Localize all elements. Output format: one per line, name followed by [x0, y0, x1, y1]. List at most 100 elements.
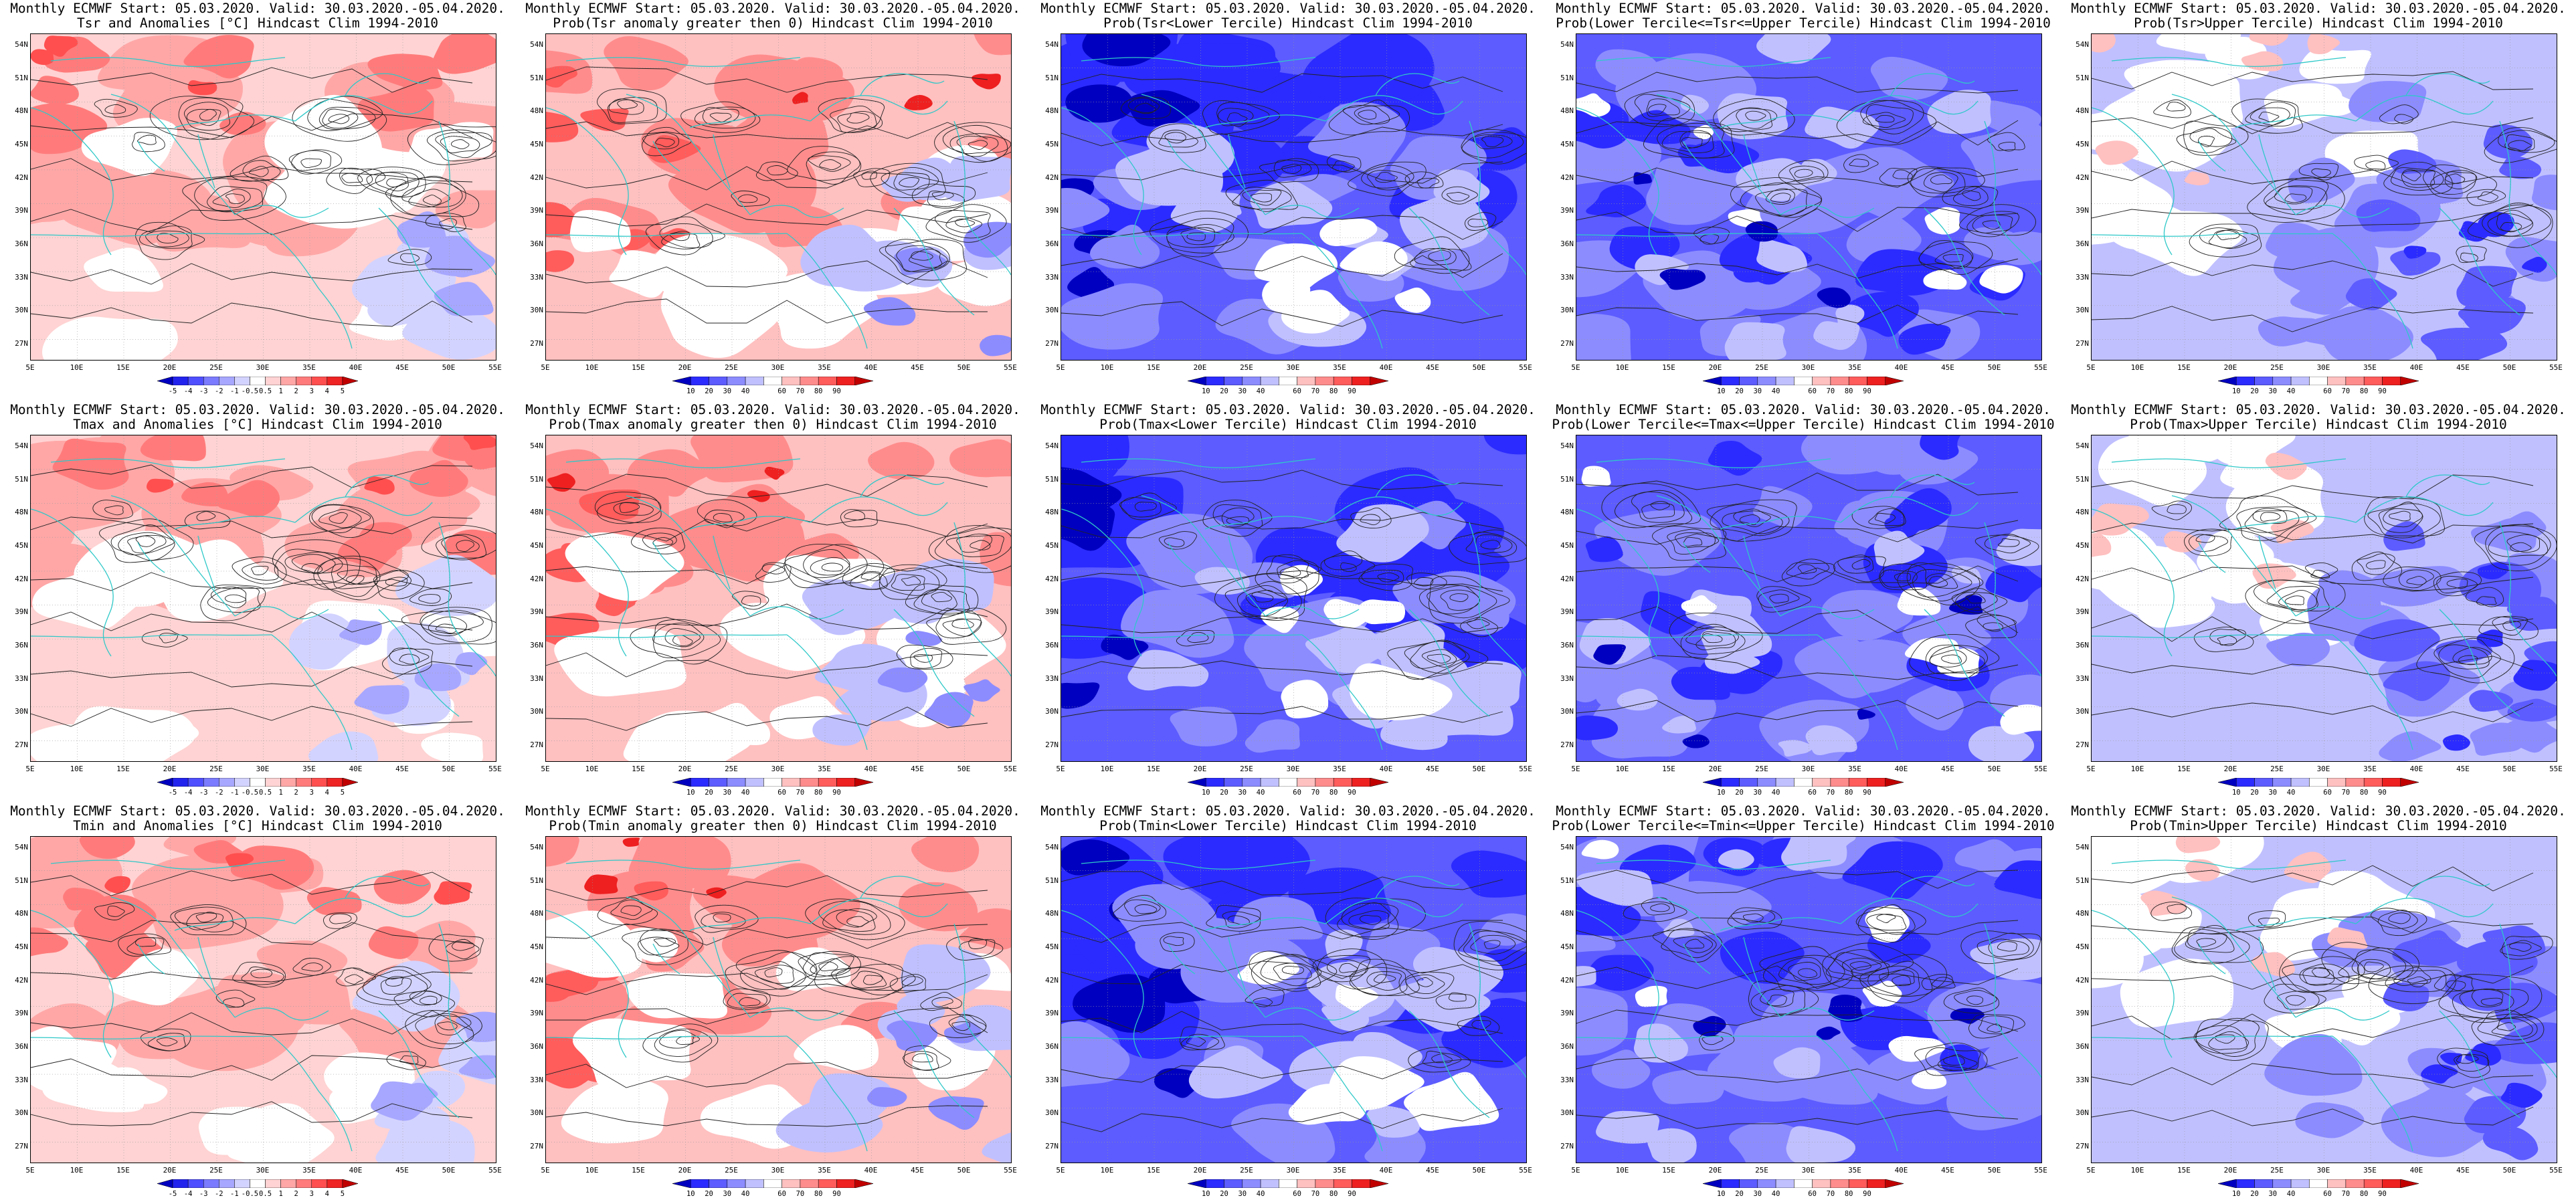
latitude-label: 39N: [530, 1009, 543, 1018]
longitude-label: 50E: [2502, 363, 2516, 372]
panel-header: Monthly ECMWF Start: 05.03.2020. Valid: …: [1040, 402, 1536, 417]
colorbar-label: 60: [777, 387, 786, 395]
forecast-map: [1061, 435, 1527, 762]
longitude-label: 25E: [209, 765, 223, 773]
map-canvas: [1061, 837, 1526, 1163]
longitude-label: 25E: [1240, 765, 1253, 773]
longitude-label: 15E: [632, 1166, 645, 1175]
latitude-label: 36N: [2076, 641, 2089, 649]
longitude-label: 20E: [1708, 765, 1722, 773]
latitude-label: 54N: [1560, 843, 1574, 851]
colorbar-label: 30: [723, 789, 732, 797]
colorbar-label: -2: [214, 1190, 223, 1198]
forecast-map: [545, 836, 1012, 1163]
map-panel: Monthly ECMWF Start: 05.03.2020. Valid: …: [1030, 401, 1546, 803]
forecast-map: [545, 435, 1012, 762]
longitude-label: 45E: [2456, 1166, 2470, 1175]
colorbar-label: 60: [2323, 789, 2332, 797]
map-canvas: [2092, 435, 2557, 761]
colorbar-label: 5: [340, 789, 345, 797]
panel-subtitle: Prob(Tmin>Upper Tercile) Hindcast Clim 1…: [2130, 818, 2507, 833]
latitude-label: 39N: [1560, 206, 1574, 215]
latitude-label: 51N: [1045, 876, 1059, 885]
latitude-label: 42N: [1045, 975, 1059, 985]
latitude-label: 42N: [530, 574, 543, 583]
colorbar-label: 20: [1735, 1190, 1744, 1198]
map-panel: Monthly ECMWF Start: 05.03.2020. Valid: …: [515, 803, 1030, 1204]
latitude-label: 39N: [15, 1009, 28, 1018]
forecast-map: [1061, 836, 1527, 1163]
panel-subtitle: Prob(Lower Tercile<=Tmax<=Upper Tercile)…: [1552, 417, 2055, 432]
colorbar-label: 10: [2231, 1190, 2241, 1198]
latitude-label: 45N: [15, 942, 28, 951]
longitude-label: 10E: [585, 363, 599, 372]
latitude-label: 54N: [2076, 40, 2089, 49]
longitude-label: 5E: [2086, 363, 2096, 372]
latitude-label: 27N: [2076, 740, 2089, 749]
latitude-label: 33N: [15, 1075, 28, 1084]
latitude-label: 39N: [15, 206, 28, 215]
latitude-label: 42N: [2076, 574, 2089, 583]
latitude-label: 36N: [15, 1042, 28, 1051]
latitude-label: 30N: [1045, 306, 1059, 315]
longitude-label: 5E: [541, 765, 550, 773]
longitude-label: 50E: [442, 363, 456, 372]
colorbar-label: -0.5: [241, 789, 259, 797]
longitude-label: 30E: [2316, 765, 2330, 773]
map-panel: Monthly ECMWF Start: 05.03.2020. Valid: …: [2061, 0, 2576, 401]
latitude-label: 36N: [530, 1042, 543, 1051]
map-canvas: [546, 435, 1011, 761]
longitude-label: 35E: [2363, 363, 2377, 372]
forecast-map: [2091, 836, 2557, 1163]
colorbar-label: 70: [2341, 387, 2351, 395]
map-panel: Monthly ECMWF Start: 05.03.2020. Valid: …: [1030, 803, 1546, 1204]
colorbar-label: 90: [1348, 387, 1356, 395]
longitude-label: 5E: [1571, 363, 1580, 372]
forecast-map: [2091, 435, 2557, 762]
colorbar-label: 40: [741, 789, 750, 797]
map-canvas: [1061, 34, 1526, 360]
latitude-label: 45N: [1045, 942, 1059, 951]
colorbar-label: 10: [2231, 387, 2241, 395]
longitude-label: 15E: [1662, 765, 1675, 773]
latitude-label: 36N: [15, 641, 28, 649]
longitude-label: 55E: [2034, 765, 2047, 773]
latitude-label: 30N: [2076, 707, 2089, 716]
longitude-label: 55E: [2549, 1166, 2563, 1175]
latitude-label: 33N: [2076, 272, 2089, 282]
longitude-label: 10E: [1100, 1166, 1114, 1175]
latitude-label: 27N: [530, 740, 543, 749]
colorbar-label: 40: [2286, 387, 2296, 395]
colorbar-scale: [672, 778, 873, 787]
colorbar-label: 20: [2250, 1190, 2259, 1198]
map-canvas: [546, 34, 1011, 360]
colorbar-label: 5: [340, 1190, 345, 1198]
panel-header: Monthly ECMWF Start: 05.03.2020. Valid: …: [525, 1, 1020, 16]
colorbar-label: 80: [814, 789, 823, 797]
colorbar-label: 30: [1753, 387, 1762, 395]
longitude-label: 5E: [541, 1166, 550, 1175]
latitude-label: 51N: [15, 73, 28, 82]
colorbar-label: 60: [777, 1190, 786, 1198]
colorbar-label: 4: [325, 387, 329, 395]
longitude-label: 5E: [25, 1166, 35, 1175]
colorbar-label: 20: [2250, 387, 2259, 395]
colorbar-label: -2: [214, 387, 223, 395]
latitude-label: 30N: [2076, 1108, 2089, 1118]
map-canvas: [31, 34, 496, 360]
longitude-label: 35E: [1333, 765, 1346, 773]
longitude-label: 25E: [725, 765, 738, 773]
longitude-label: 30E: [1801, 1166, 1815, 1175]
colorbar-scale: [157, 778, 358, 787]
colorbar-label: -4: [183, 789, 193, 797]
latitude-label: 30N: [15, 707, 28, 716]
longitude-label: 30E: [2316, 363, 2330, 372]
colorbar-label: 40: [1771, 789, 1780, 797]
latitude-label: 27N: [15, 339, 28, 348]
longitude-label: 55E: [1519, 363, 1532, 372]
latitude-label: 51N: [1045, 73, 1059, 82]
longitude-label: 10E: [585, 1166, 599, 1175]
colorbar: [1188, 778, 1388, 787]
colorbar-label: 90: [1863, 789, 1871, 797]
colorbar-label: 80: [814, 1190, 823, 1198]
